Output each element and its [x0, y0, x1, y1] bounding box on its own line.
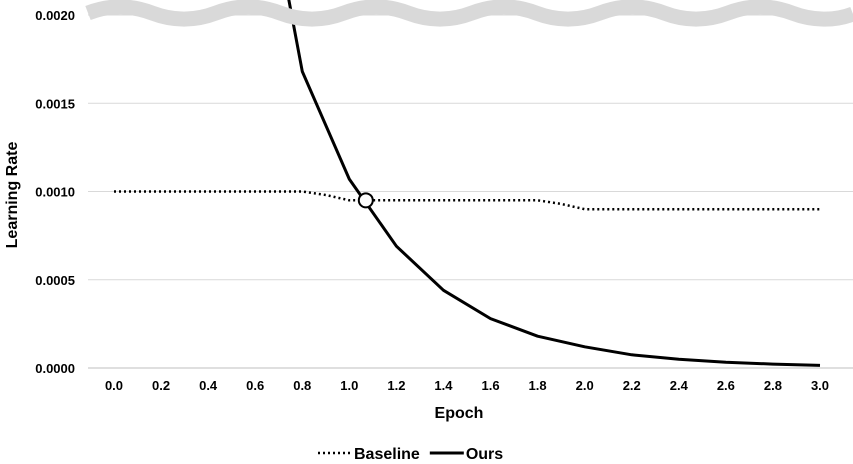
x-tick-label: 1.8: [529, 378, 547, 393]
x-tick-label: 2.6: [717, 378, 735, 393]
legend-label-ours: Ours: [466, 446, 503, 463]
x-tick-label: 1.2: [387, 378, 405, 393]
series-lines: [114, 0, 821, 367]
x-tick-label: 0.2: [152, 378, 170, 393]
x-tick-label: 2.2: [623, 378, 641, 393]
y-tick-label: 0.0020: [35, 8, 75, 23]
x-axis-title: Epoch: [435, 405, 484, 422]
series-line-baseline: [114, 190, 820, 211]
x-tick-label: 2.0: [576, 378, 594, 393]
x-tick-label: 0.8: [293, 378, 311, 393]
y-tick-label: 0.0010: [35, 185, 75, 200]
legend: Baseline Ours: [318, 446, 503, 463]
gridlines: [88, 14, 853, 369]
x-tick-label: 1.6: [481, 378, 499, 393]
y-tick-label: 0.0000: [35, 361, 75, 376]
x-axis-ticks: 0.0 0.2 0.4 0.6 0.8 1.0 1.2 1.4 1.6 1.8 2.0 2.2 2.4 2…: [105, 378, 829, 393]
y-tick-label: 0.0015: [35, 96, 75, 111]
axis-break-band: [85, 0, 853, 27]
x-tick-label: 0.4: [199, 378, 218, 393]
y-tick-label: 0.0005: [35, 273, 75, 288]
x-tick-label: 0.6: [246, 378, 264, 393]
y-axis-ticks: 0.0000 0.0005 0.0010 0.0015 0.0020: [35, 8, 75, 376]
intersection-marker: [357, 192, 374, 209]
y-axis-title: Learning Rate: [4, 142, 21, 249]
x-tick-label: 1.4: [434, 378, 453, 393]
annotation-markers: [357, 192, 374, 209]
x-tick-label: 2.4: [670, 378, 689, 393]
legend-label-baseline: Baseline: [354, 446, 420, 463]
x-tick-label: 1.0: [340, 378, 358, 393]
series-line-ours: [287, 0, 821, 367]
x-tick-label: 2.8: [764, 378, 782, 393]
x-tick-label: 0.0: [105, 378, 123, 393]
x-tick-label: 3.0: [811, 378, 829, 393]
